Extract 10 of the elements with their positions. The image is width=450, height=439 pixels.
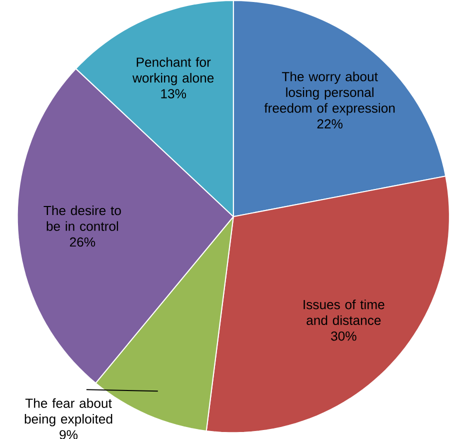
slice-label: Penchant for working alone (132, 57, 214, 85)
slice-label: The worry about losing personal freedom of expression (264, 71, 395, 116)
slice-label: The desire to be in control (44, 205, 121, 231)
data-label: 13% (161, 88, 186, 98)
data-label: 30% (331, 331, 356, 341)
data-label: 26% (70, 237, 96, 246)
slice-label: The fear about being exploited (24, 398, 112, 426)
data-label: 22% (317, 119, 342, 128)
slice-label: Issues of time and distance (304, 299, 384, 325)
data-label: 9% (60, 430, 78, 439)
